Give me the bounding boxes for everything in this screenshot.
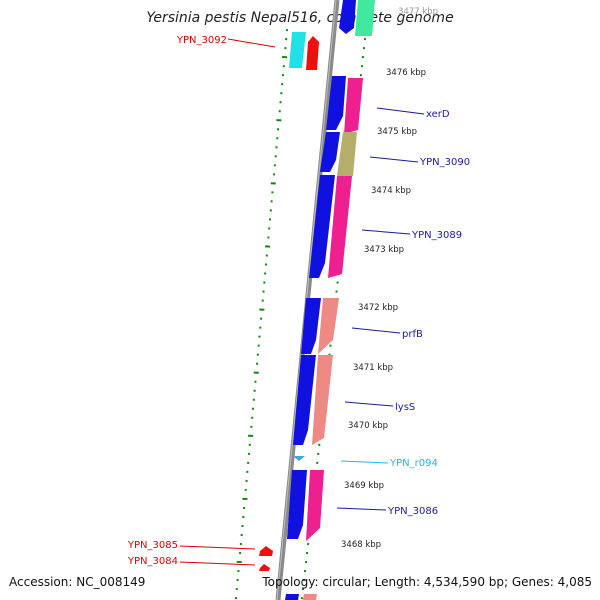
- gene-label-leader: [227, 38, 276, 48]
- kbp-tick-label: 3477 kbp: [398, 7, 438, 17]
- cds-feature-xerD: [326, 76, 346, 130]
- gene-label-leader: [376, 107, 425, 115]
- map-title: Yersinia pestis Nepal516, complete genom…: [146, 10, 454, 26]
- gene-label-leader: [344, 401, 394, 407]
- gene-label[interactable]: YPN_3090: [419, 157, 470, 168]
- accession-text: Accession: NC_008149: [9, 575, 146, 589]
- kbp-tick-label: 3469 kbp: [344, 481, 384, 491]
- cog-feature-lysS: [312, 355, 333, 445]
- kbp-tick-label: 3472 kbp: [358, 303, 398, 313]
- kbp-ticks: 3477 kbp 3476 kbp 3475 kbp 3474 kbp 3473 kbp…: [341, 7, 438, 550]
- kbp-tick-label: 3474 kbp: [371, 186, 411, 196]
- gene-label[interactable]: YPN_3086: [387, 506, 438, 517]
- cog-feature-top: [355, 0, 375, 36]
- cds-feature-top: [339, 0, 356, 34]
- gene-label-leader: [336, 507, 387, 511]
- cds-track[interactable]: [285, 0, 356, 600]
- cds-feature-YPN_3086: [287, 470, 307, 539]
- gene-label[interactable]: YPN_3084: [127, 556, 178, 567]
- gene-label[interactable]: lysS: [395, 402, 415, 413]
- kbp-tick-label: 3470 kbp: [348, 421, 388, 431]
- cog-feature-YPN_3090: [337, 132, 357, 176]
- gene-labels[interactable]: YPN_3092 xerD YPN_3090 YPN_3089 prfB lysS YPN_…: [127, 35, 470, 567]
- cog-feature-YPN_3089: [328, 176, 352, 278]
- gene-label-leader: [351, 327, 401, 334]
- gene-label[interactable]: YPN_3085: [127, 540, 178, 551]
- kbp-tick-label: 3473 kbp: [364, 245, 404, 255]
- cog-track[interactable]: [303, 0, 375, 600]
- kbp-tick-label: 3475 kbp: [377, 127, 417, 137]
- feature-YPN_3085: [259, 546, 273, 556]
- cog-feature-YPN_3092-red: [306, 36, 319, 70]
- cds-feature-lysS: [293, 355, 316, 445]
- gene-label-leader: [361, 229, 411, 235]
- kbp-tick-label: 3468 kbp: [341, 540, 381, 550]
- reverse-track[interactable]: [259, 32, 319, 571]
- cds-feature-bottom: [285, 594, 299, 600]
- gene-label-leader: [179, 545, 256, 550]
- feature-YPN_3084: [259, 564, 270, 571]
- cds-feature-YPN_3090: [320, 132, 340, 172]
- gene-label-leader: [179, 561, 256, 566]
- cog-feature-YPN_3092: [289, 32, 306, 68]
- gene-label-leader: [340, 460, 389, 464]
- kbp-tick-label: 3476 kbp: [386, 68, 426, 78]
- cog-feature-bottom: [303, 594, 317, 600]
- gene-label-leader: [369, 156, 419, 163]
- kbp-tick-label: 3471 kbp: [353, 363, 393, 373]
- cds-feature-prfB: [301, 298, 321, 354]
- cog-feature-YPN_3086: [306, 470, 324, 541]
- gene-label[interactable]: prfB: [402, 329, 423, 340]
- cog-feature-prfB: [318, 298, 339, 354]
- cog-feature-xerD: [344, 78, 363, 134]
- trna-feature-YPN_r094: [293, 456, 305, 461]
- gene-label[interactable]: YPN_r094: [389, 458, 438, 469]
- gene-label[interactable]: xerD: [426, 109, 450, 120]
- cds-feature-YPN_3089: [309, 175, 335, 278]
- genome-summary-text: Topology: circular; Length: 4,534,590 bp…: [262, 575, 592, 589]
- gene-label[interactable]: YPN_3092: [176, 35, 227, 46]
- gene-label[interactable]: YPN_3089: [411, 230, 462, 241]
